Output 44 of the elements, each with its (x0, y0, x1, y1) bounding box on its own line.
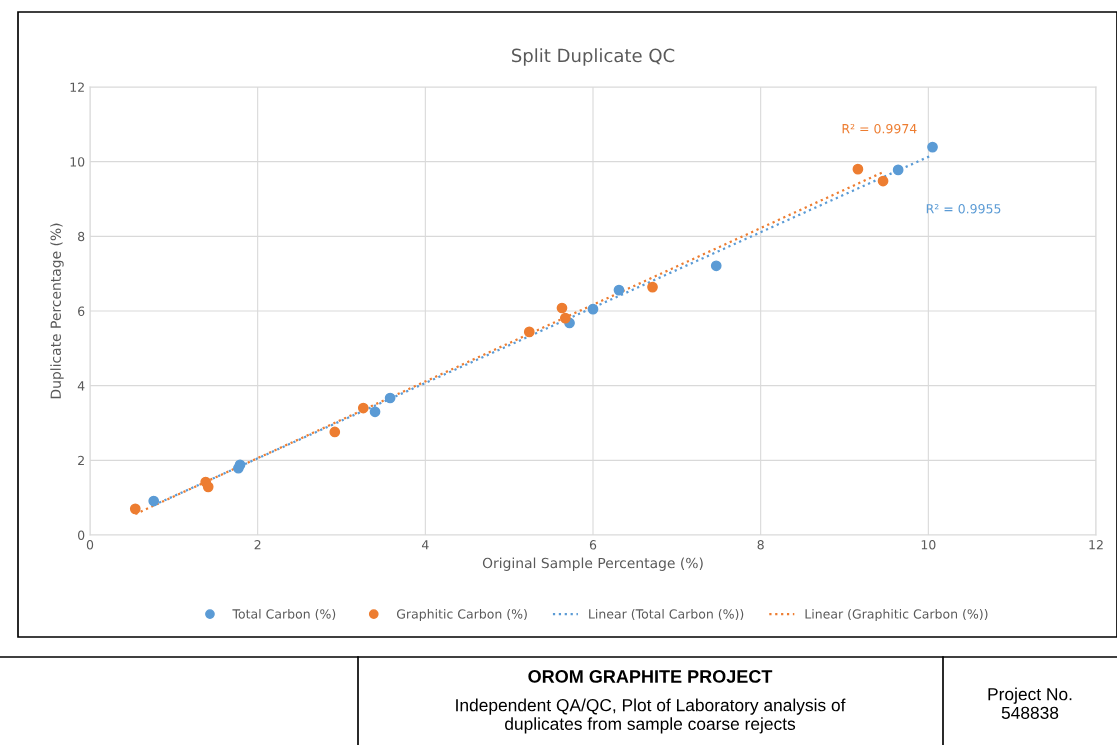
point (647, 281, 658, 293)
x-tick-label: 0 (86, 540, 94, 550)
legend-label: Graphitic Carbon (%) (396, 608, 527, 622)
x-tick-label: 6 (589, 540, 597, 550)
y-tick-label: 2 (78, 455, 84, 466)
annotation: R² = 0.9974 (842, 123, 917, 134)
point (852, 163, 864, 175)
point (384, 392, 396, 404)
point (892, 164, 904, 176)
chart-title: Split Duplicate QC (512, 48, 675, 66)
legend-label: Total Carbon (%) (232, 608, 336, 621)
annotation: R² = 0.9955 (926, 204, 1001, 214)
point (927, 141, 938, 153)
point (556, 302, 568, 314)
point (329, 426, 341, 438)
point (613, 284, 625, 296)
point (369, 406, 381, 418)
y-tick-label: 10 (70, 157, 85, 167)
y-tick-label: 4 (77, 381, 85, 391)
text: Independent QA/QC, Plot of Laboratory analysis of duplicates from sample coarse rejects (456, 698, 846, 734)
legend-label: Linear (Graphitic Carbon (%)) (805, 608, 988, 622)
x-tick-label: 2 (254, 540, 261, 550)
point (148, 495, 160, 507)
x-tick-label: 12 (1089, 540, 1103, 550)
point (710, 260, 722, 272)
point (559, 312, 571, 324)
y-tick-label: 8 (78, 231, 85, 242)
text: OROM GRAPHITE PROJECT (528, 670, 773, 683)
point (202, 481, 214, 493)
x-tick-label: 8 (757, 540, 764, 550)
point (523, 326, 535, 338)
x-tick-label: 4 (421, 540, 429, 550)
x-axis-title: Original Sample Percentage (%) (482, 557, 703, 571)
y-tick-label: 6 (78, 306, 85, 316)
x-tick-label: 10 (921, 540, 936, 550)
point (357, 402, 369, 414)
point (129, 503, 141, 515)
legend-label: Linear (Total Carbon (%)) (589, 608, 744, 621)
text: Project No. 548838 (988, 687, 1072, 720)
point (587, 303, 599, 315)
y-axis-title: Duplicate Percentage (%) (50, 223, 64, 399)
point (877, 175, 889, 187)
y-tick-label: 0 (78, 530, 85, 540)
y-tick-label: 12 (70, 82, 84, 92)
